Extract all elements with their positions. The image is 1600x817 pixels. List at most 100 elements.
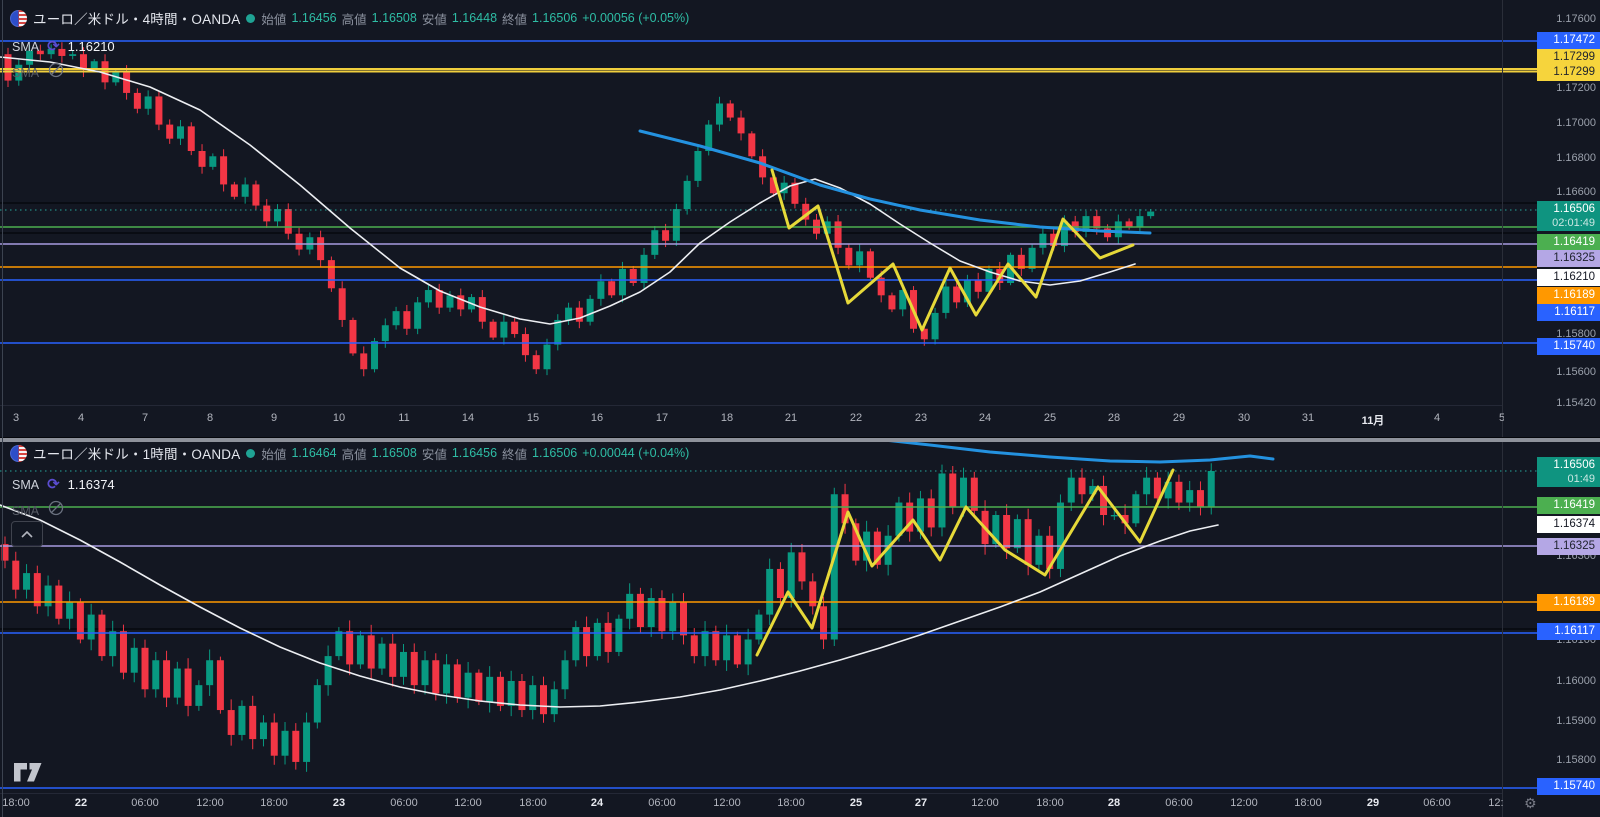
eurusd-flag-icon (10, 9, 27, 27)
time-tick: 7 (141, 412, 149, 424)
time-tick: 12:00 (971, 797, 999, 809)
time-tick: 12:00 (196, 797, 224, 809)
chevron-up-icon (21, 530, 33, 538)
time-axis-4h[interactable]: 3 4 7 8 9 10 11 14 15 16 17 18 21 22 23 24 25 28 29 30 31 11月… (0, 410, 1504, 436)
time-tick: 21 (784, 412, 798, 424)
price-tick: 1.17000 (1556, 117, 1596, 129)
time-tick: 18:00 (1294, 797, 1322, 809)
time-tick: 22 (849, 412, 863, 424)
time-axis-border-bottom-panel (0, 793, 1502, 794)
symbol-title-4h[interactable]: ユーロ／米ドル・4時間・OANDA (33, 12, 241, 27)
price-label[interactable]: 1.16506 02:01:49 (1537, 201, 1600, 231)
collapse-indicators-button[interactable] (11, 521, 43, 547)
time-tick: 24 (590, 797, 604, 809)
price-label[interactable]: 1.17299 (1537, 63, 1600, 81)
price-tick: 1.16000 (1556, 675, 1596, 687)
time-tick: 5 (1498, 412, 1504, 424)
time-tick: 25 (849, 797, 863, 809)
price-label[interactable]: 1.15740 (1537, 777, 1600, 795)
panel-1h[interactable] (0, 437, 1537, 789)
market-open-dot-icon (246, 13, 256, 23)
time-tick: 3 (12, 412, 20, 424)
time-axis-1h[interactable]: 18:00 22 06:00 12:00 18:00 23 06:00 12:00 18:00 2… (0, 795, 1504, 817)
eye-off-icon[interactable] (47, 499, 65, 522)
time-tick: 4 (1433, 412, 1441, 424)
price-label[interactable]: 1.17299 (1537, 48, 1600, 66)
price-tick: 1.15900 (1556, 715, 1596, 727)
pane-separator[interactable] (0, 437, 1600, 442)
change-value-1h: +0.00044 (+0.04%) (582, 446, 690, 460)
price-tick: 1.15420 (1556, 397, 1596, 409)
price-label[interactable]: 1.15740 (1537, 337, 1600, 355)
ma-blue-line[interactable] (638, 129, 1152, 235)
time-tick: 17 (655, 412, 669, 424)
ma-blue-line[interactable] (873, 437, 1275, 464)
panel-1h-candles (1, 463, 1215, 772)
change-value-4h: +0.00056 (+0.05%) (582, 11, 690, 25)
time-tick: 12:00 (454, 797, 482, 809)
time-tick: 23 (332, 797, 346, 809)
price-label[interactable]: 1.16374 (1537, 515, 1600, 533)
time-tick: 22 (74, 797, 88, 809)
time-tick: 12:00 (1230, 797, 1258, 809)
sma-hidden-legend-1h[interactable]: SMA (12, 499, 65, 522)
time-tick: 4 (77, 412, 85, 424)
price-label[interactable]: 1.16117 (1537, 622, 1600, 640)
market-open-dot-icon (246, 448, 256, 458)
time-tick: 12:00 (713, 797, 741, 809)
time-tick: 28 (1107, 412, 1121, 424)
time-tick: 25 (1043, 412, 1057, 424)
price-label[interactable]: 1.16117 (1537, 303, 1600, 321)
time-tick: 16 (590, 412, 604, 424)
sync-icon[interactable]: ⟳ (47, 38, 60, 55)
price-tick: 1.17200 (1556, 82, 1596, 94)
time-tick: 23 (914, 412, 928, 424)
time-tick: 8 (206, 412, 214, 424)
sma-hidden-legend-4h[interactable]: SMA (12, 61, 65, 84)
symbol-header-1h[interactable]: ユーロ／米ドル・1時間・OANDA 始値 1.16464 高値 1.16508 安値… (10, 443, 689, 463)
price-tick: 1.17600 (1556, 13, 1596, 25)
eurusd-flag-icon (10, 444, 27, 462)
price-label[interactable]: 1.16419 (1537, 233, 1600, 251)
sma-white-line[interactable] (0, 56, 1136, 325)
time-tick: 18 (720, 412, 734, 424)
time-tick: 18:00 (260, 797, 288, 809)
symbol-title-1h[interactable]: ユーロ／米ドル・1時間・OANDA (33, 447, 241, 462)
time-tick: 31 (1301, 412, 1315, 424)
axis-settings-gear-icon[interactable]: ⚙ (1524, 795, 1537, 811)
price-label[interactable]: 1.16325 (1537, 537, 1600, 555)
time-tick: 24 (978, 412, 992, 424)
sma-white-line[interactable] (0, 504, 1219, 708)
price-tick: 1.15800 (1556, 328, 1596, 340)
zigzag-yellow-line[interactable] (755, 468, 1175, 657)
price-label[interactable]: 1.16506 01:49 (1537, 457, 1600, 487)
time-tick: 9 (270, 412, 278, 424)
sync-icon[interactable]: ⟳ (47, 476, 60, 493)
time-axis-border-top-panel (0, 405, 1502, 406)
price-label[interactable]: 1.16419 (1537, 496, 1600, 514)
time-tick: 12:00 (1488, 797, 1504, 809)
sma-legend-1h[interactable]: SMA ⟳ 1.16374 (12, 476, 115, 493)
time-tick: 15 (526, 412, 540, 424)
time-tick: 06:00 (390, 797, 418, 809)
price-label[interactable]: 1.16189 (1537, 593, 1600, 611)
tradingview-logo[interactable] (14, 763, 44, 787)
time-tick: 29 (1366, 797, 1380, 809)
symbol-header-4h[interactable]: ユーロ／米ドル・4時間・OANDA 始値 1.16456 高値 1.16508 安値… (10, 8, 689, 28)
price-tick: 1.16600 (1556, 186, 1596, 198)
panel-4h[interactable] (0, 40, 1537, 377)
time-tick: 18:00 (2, 797, 30, 809)
time-tick: 14 (461, 412, 475, 424)
price-label[interactable]: 1.16325 (1537, 249, 1600, 267)
ohlc-values-4h: 始値 1.16456 高値 1.16508 安値 1.16448 終値 1.16506 … (261, 11, 690, 27)
time-tick: 11 (398, 412, 410, 424)
price-label[interactable]: 1.16210 (1537, 268, 1600, 286)
sma-legend-4h[interactable]: SMA ⟳ 1.16210 (12, 38, 115, 55)
time-tick: 18:00 (777, 797, 805, 809)
zigzag-yellow-line[interactable] (770, 168, 1135, 332)
price-label[interactable]: 1.17472 (1537, 31, 1600, 49)
price-label[interactable]: 1.16189 (1537, 286, 1600, 304)
eye-off-icon[interactable] (47, 61, 65, 84)
